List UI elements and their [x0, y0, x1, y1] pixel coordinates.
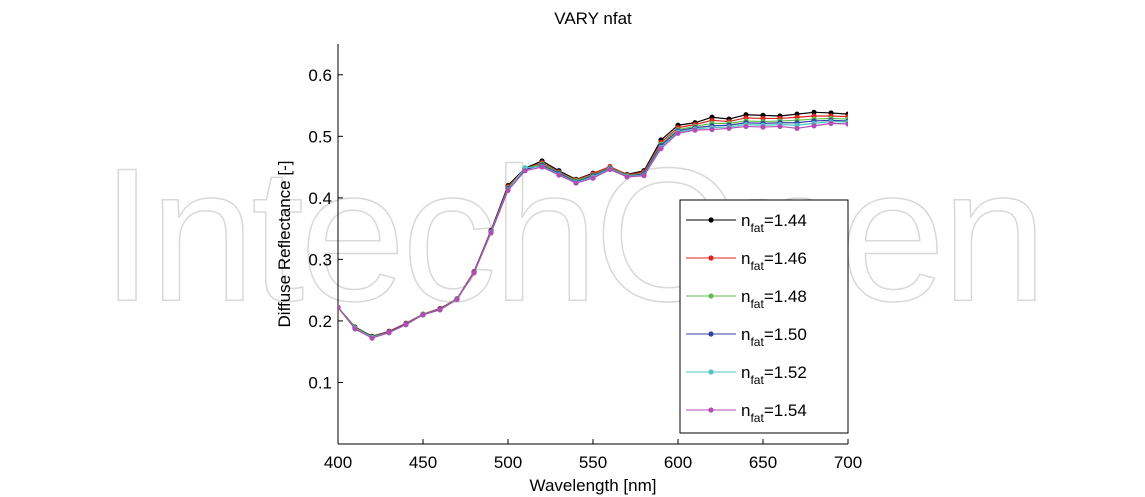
data-point	[811, 123, 817, 129]
chart-title: VARY nfat	[554, 9, 632, 28]
y-tick-label: 0.6	[308, 66, 332, 85]
data-point	[607, 166, 613, 173]
data-point	[845, 121, 848, 127]
data-point	[828, 120, 834, 126]
y-tick-label: 0.5	[308, 127, 332, 146]
data-point	[556, 172, 562, 178]
data-point	[743, 123, 749, 130]
y-axis-label: Diffuse Reflectance [-]	[275, 161, 294, 328]
data-point	[726, 125, 732, 131]
data-point	[811, 109, 817, 115]
legend-box	[679, 199, 849, 434]
data-point	[386, 330, 392, 336]
data-point	[641, 173, 647, 179]
data-point	[522, 168, 528, 174]
y-tick-label: 0.4	[308, 189, 332, 208]
y-tick-label: 0.1	[308, 373, 332, 392]
data-point	[437, 307, 443, 313]
data-point	[338, 304, 341, 310]
legend-label: nfat=1.48	[741, 287, 807, 311]
legend-marker	[708, 369, 714, 375]
data-point	[794, 125, 800, 131]
legend-label: nfat=1.54	[741, 401, 807, 425]
legend-label: nfat=1.52	[741, 363, 807, 387]
data-point	[692, 127, 698, 133]
y-tick-label: 0.2	[308, 312, 332, 331]
watermark: IntechOpen	[101, 129, 1043, 341]
data-point	[505, 187, 511, 194]
data-point	[539, 164, 545, 170]
x-tick-label: 450	[409, 453, 437, 472]
x-tick-label: 550	[579, 453, 607, 472]
data-point	[658, 146, 664, 152]
legend-marker	[708, 407, 714, 413]
legend-marker	[708, 331, 714, 337]
legend-label: nfat=1.46	[741, 249, 807, 273]
legend-marker	[708, 217, 714, 223]
data-point	[760, 124, 766, 130]
y-tick-label: 0.3	[308, 250, 332, 269]
legend-label: nfat=1.44	[741, 211, 807, 235]
data-point	[454, 296, 460, 302]
x-axis-label: Wavelength [nm]	[530, 476, 657, 495]
x-tick-label: 500	[494, 453, 522, 472]
data-point	[709, 126, 715, 133]
legend-marker	[708, 255, 714, 261]
data-point	[675, 130, 681, 136]
legend-label: nfat=1.50	[741, 325, 807, 349]
x-tick-label: 600	[664, 453, 692, 472]
data-point	[624, 174, 630, 180]
data-point	[352, 326, 358, 332]
data-point	[471, 270, 477, 276]
data-point	[488, 230, 494, 236]
data-point	[369, 335, 375, 341]
x-tick-label: 400	[324, 453, 352, 472]
legend-marker	[708, 293, 714, 299]
data-point	[573, 180, 579, 186]
data-point	[590, 175, 596, 181]
x-tick-label: 650	[749, 453, 777, 472]
data-point	[403, 322, 409, 328]
data-point	[420, 312, 426, 318]
data-point	[777, 123, 783, 130]
x-tick-label: 700	[834, 453, 862, 472]
